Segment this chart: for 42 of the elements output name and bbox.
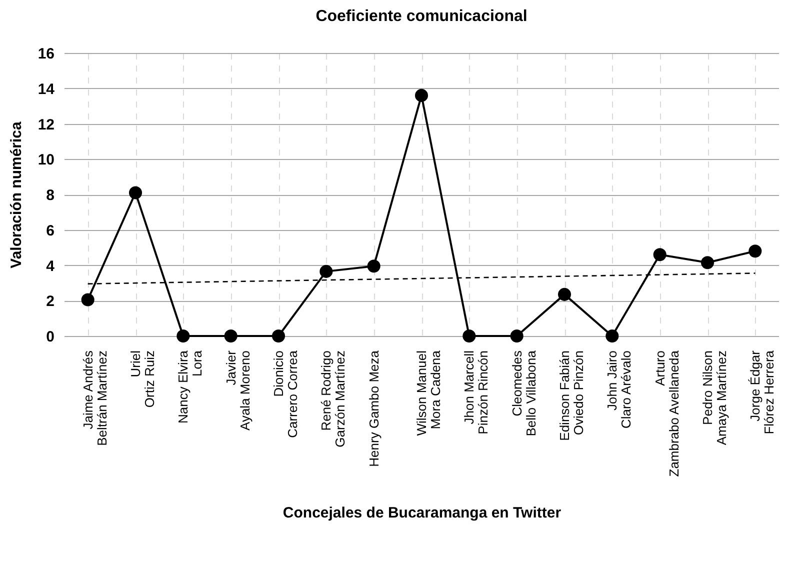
y-tick-label: 8 — [46, 187, 54, 204]
x-tick-label: Jaime Andrés Beltrán Martínez — [80, 350, 110, 446]
x-tick-label: Wilson Manuel Mora Cadena — [414, 350, 443, 436]
x-tick-label: Dionicio Carrero Correa — [271, 350, 300, 438]
x-tick-label: Javier Ayala Moreno — [223, 350, 252, 430]
x-tick-label: Jhon Marcell Pinzón Rincón — [462, 350, 491, 434]
point — [558, 288, 572, 301]
x-tick-label: John Jairo Claro Arévalo — [604, 350, 634, 429]
x-tick-label: Uriel Ortiz Ruiz — [128, 350, 157, 408]
x-tick-label: René Rodrigo Garzón Martínez — [318, 350, 348, 448]
point — [748, 244, 762, 258]
chart-title: Coeficiente comunicacional — [316, 8, 528, 25]
x-tick-label: Pedro Nilson Amaya Martínez — [700, 350, 729, 446]
x-tick-label: Edinson Fabián Oviedo Pinzón — [557, 350, 586, 441]
y-tick-label: 16 — [38, 46, 54, 62]
y-tick-label: 14 — [38, 80, 56, 98]
point — [510, 329, 524, 343]
x-tick-label: Nancy Elvira Lora — [176, 350, 205, 424]
x-tick-label: Henry Gambo Meza — [366, 350, 382, 467]
point — [606, 329, 619, 343]
point — [128, 186, 142, 200]
y-tick-label: 6 — [46, 222, 54, 240]
point — [320, 264, 333, 278]
x-tick-label: Arturo Zambrabo Avellaneda — [652, 350, 682, 477]
y-tick-label: 2 — [46, 293, 54, 310]
y-tick-label: 0 — [46, 328, 54, 346]
point — [700, 256, 714, 270]
point — [176, 329, 190, 343]
point — [81, 293, 94, 306]
x-axis-title: Concejales de Bucaramanga en Twitter — [282, 504, 562, 522]
x-tick-label: Jorge Édgar Flórez Herrera — [748, 350, 777, 434]
point — [414, 88, 428, 102]
y-tick-label: 12 — [38, 116, 54, 134]
x-tick-label: Cleomedes Bello Villabona — [509, 350, 538, 436]
y-axis-title: Valoración numérica — [8, 120, 25, 268]
y-tick-label: 4 — [46, 258, 56, 275]
point — [367, 260, 380, 273]
point — [224, 329, 238, 343]
point — [462, 329, 476, 343]
point — [653, 248, 666, 262]
y-tick-label: 10 — [38, 152, 54, 169]
point — [272, 329, 286, 343]
